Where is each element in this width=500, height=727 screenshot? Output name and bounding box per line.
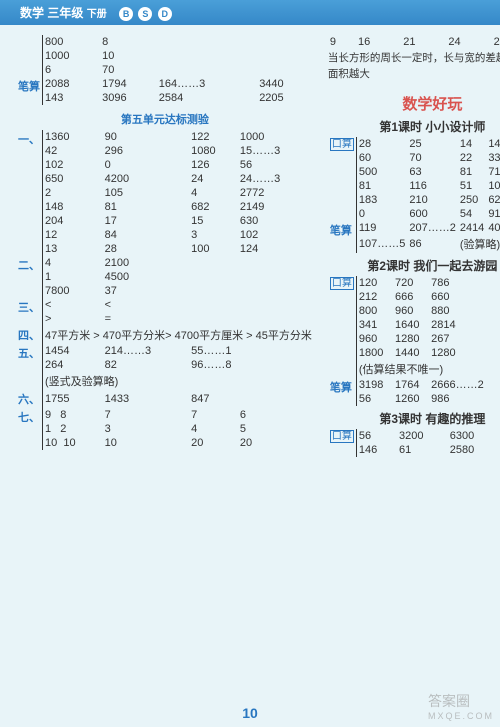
mark-1: 一、 <box>16 130 43 256</box>
watermark: 答案圈 MXQE.COM <box>428 691 494 721</box>
mark-2: 二、 <box>16 256 43 298</box>
rectangle-note: 当长方形的周长一定时，长与宽的差越小，面积越大 <box>328 49 500 87</box>
right-top: 916212425 <box>328 35 500 49</box>
watermark-sub: MXQE.COM <box>428 711 494 721</box>
lesson3-table: 口算 563200630040 146612580114 <box>328 429 500 457</box>
lesson2-table: 口算 120720786390 2126666601150 8009608801… <box>328 276 500 406</box>
page-header: 数学 三年级 下册 B S D <box>0 0 500 25</box>
kousuan-label2: 口算 <box>330 277 354 290</box>
kousuan-label1: 口算 <box>330 138 354 151</box>
badge-d: D <box>158 7 172 21</box>
bisuan-label1: 笔算 <box>328 221 357 253</box>
volume: 下册 <box>87 9 107 20</box>
mark-4: 四、 <box>16 326 43 344</box>
kousuan-label3: 口算 <box>330 430 354 443</box>
edition-badges: B S D <box>118 6 173 21</box>
left-top-table: 8008 100010 670 笔算 20881794164……33440 14… <box>16 35 314 105</box>
left-column: 8008 100010 670 笔算 20881794164……33440 14… <box>16 35 314 457</box>
mark-3: 三、 <box>16 298 43 326</box>
mark-5: 五、 <box>16 344 43 390</box>
watermark-main: 答案圈 <box>428 691 494 711</box>
section5-part1: 一、 1360901221000 42296108015……3 10201265… <box>16 130 314 450</box>
content-area: 8008 100010 670 笔算 20881794164……33440 14… <box>0 25 500 463</box>
badge-s: S <box>138 7 152 21</box>
bisuan-label2: 笔算 <box>328 378 357 406</box>
section5-title: 第五单元达标测验 <box>16 111 314 127</box>
math-fun-title: 数学好玩 <box>328 93 500 114</box>
page-number: 10 <box>242 705 258 721</box>
badge-b: B <box>119 7 133 21</box>
right-column: 916212425 当长方形的周长一定时，长与宽的差越小，面积越大 数学好玩 第… <box>328 35 500 457</box>
lesson3-title: 第3课时 有趣的推理 <box>328 410 500 427</box>
lesson1-table: 口算 28251414……1 60702233 500638171……3 811… <box>328 137 500 253</box>
mark-7: 七、 <box>16 408 43 450</box>
lesson2-title: 第2课时 我们一起去游园 <box>328 257 500 274</box>
bisuan-label: 笔算 <box>16 77 43 105</box>
subject: 数学 <box>20 6 44 20</box>
lesson1-title: 第1课时 小小设计师 <box>328 118 500 135</box>
mark-6: 六、 <box>16 390 43 408</box>
grade: 三年级 <box>47 6 83 20</box>
